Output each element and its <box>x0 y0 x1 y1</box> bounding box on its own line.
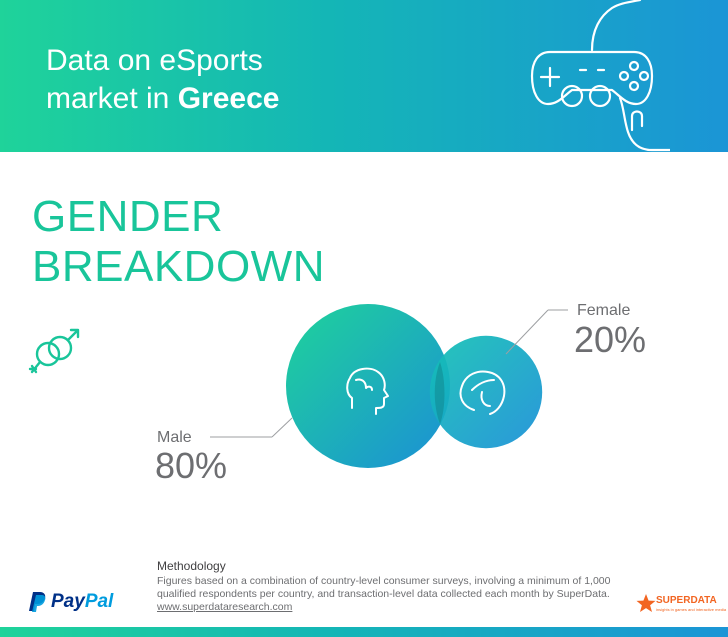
banner-title-country: Greece <box>177 82 280 115</box>
superdata-logo: SUPERDATA insights in games and interact… <box>636 592 726 618</box>
banner-title-prefix: market in <box>46 82 178 115</box>
female-leader-line-diag <box>505 309 549 355</box>
banner-title: Data on eSports market in Greece <box>46 42 279 118</box>
male-leader-line-diag <box>271 417 293 438</box>
methodology-text: Figures based on a combination of countr… <box>157 575 611 600</box>
paypal-logo-pal: Pal <box>84 591 114 612</box>
gender-bubble-chart: Male 80% Female 20% <box>155 302 646 486</box>
section-title-line2: BREAKDOWN <box>32 242 325 291</box>
female-bubble <box>429 335 543 449</box>
bubble-overlap-lens <box>434 362 445 424</box>
paypal-logo-pay: Pay <box>51 591 85 612</box>
banner-title-line1: Data on eSports <box>46 44 263 77</box>
header-banner: Data on eSports market in Greece <box>0 0 728 152</box>
male-value: 80% <box>155 445 227 486</box>
section-title: GENDER BREAKDOWN <box>32 192 325 292</box>
superdata-star-icon <box>636 594 656 612</box>
gender-symbols-icon <box>28 328 80 374</box>
male-head-icon <box>346 367 389 415</box>
banner-title-line2: market in Greece <box>46 80 279 118</box>
methodology: Methodology Figures based on a combinati… <box>157 560 627 614</box>
footer-bar <box>0 627 728 637</box>
methodology-link[interactable]: www.superdataresearch.com <box>157 601 293 613</box>
methodology-title: Methodology <box>157 559 226 573</box>
female-value: 20% <box>574 319 646 360</box>
female-head-icon <box>459 370 506 415</box>
male-label: Male <box>157 429 192 446</box>
paypal-logo: PayPal <box>28 589 113 615</box>
paypal-p-icon <box>29 592 46 612</box>
section-title-line1: GENDER <box>32 192 224 241</box>
game-controller-icon <box>530 0 670 152</box>
superdata-tagline: insights in games and interactive media <box>656 607 727 612</box>
female-label: Female <box>577 302 630 319</box>
superdata-logo-text: SUPERDATA <box>656 595 717 606</box>
